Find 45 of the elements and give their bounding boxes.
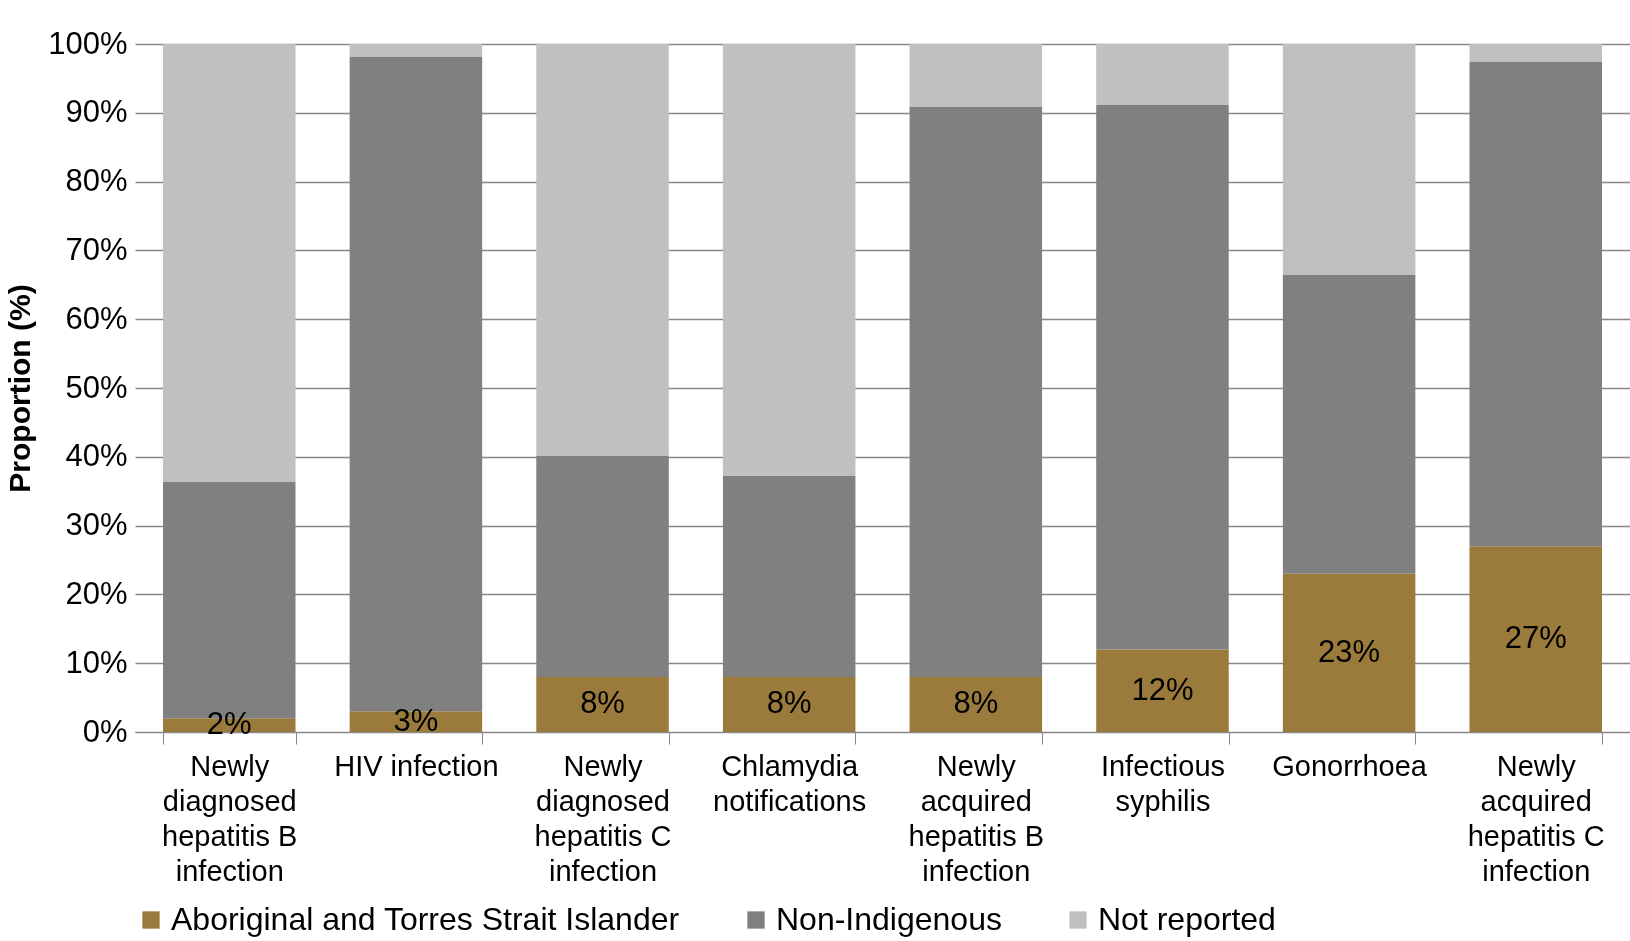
legend-label: Not reported	[1098, 901, 1276, 937]
legend-label: Aboriginal and Torres Strait Islander	[171, 901, 680, 937]
bar	[1282, 573, 1416, 732]
data-label: 12%	[1131, 671, 1194, 707]
y-tick-label: 60%	[65, 300, 128, 336]
data-label: 8%	[953, 685, 999, 721]
bar	[909, 44, 1043, 107]
x-tick-label: Newly acquired hepatitis B infection	[908, 749, 1045, 887]
y-axis-title: Proportion (%)	[3, 284, 37, 493]
data-label: 27%	[1504, 620, 1567, 656]
x-tick-label: Gonorrhoea	[1272, 749, 1428, 782]
bar	[163, 44, 296, 482]
y-tick-label: 100%	[48, 25, 128, 61]
x-tick-label: Newly acquired hepatitis C infection	[1467, 749, 1605, 887]
x-tick-label: Newly diagnosed hepatitis C infection	[534, 749, 672, 887]
y-tick-label: 50%	[65, 369, 128, 405]
bar	[536, 44, 669, 456]
bar	[536, 676, 669, 732]
x-tick-label: Chlamydia notifications	[713, 749, 867, 817]
x-tick-label: Newly diagnosed hepatitis B infection	[162, 749, 298, 887]
data-label: 23%	[1318, 633, 1381, 669]
data-label: 8%	[766, 685, 812, 721]
bar	[722, 44, 856, 477]
x-tick-label: Infectious syphilis	[1100, 749, 1226, 817]
y-tick-label: 30%	[65, 507, 128, 543]
y-tick-label: 90%	[65, 94, 128, 130]
legend-label: Non-Indigenous	[776, 901, 1002, 937]
x-tick-label: HIV infection	[334, 749, 499, 782]
bar	[722, 676, 856, 732]
y-tick-label: 20%	[65, 575, 128, 611]
y-tick-label: 70%	[65, 231, 128, 267]
data-label: 3%	[393, 702, 439, 738]
data-label: 2%	[206, 706, 252, 742]
y-tick-label: 80%	[65, 163, 128, 199]
y-tick-label: 40%	[65, 438, 128, 474]
bar	[1096, 649, 1229, 732]
bar	[1469, 44, 1602, 62]
y-tick-label: 10%	[65, 644, 128, 680]
bar	[1282, 44, 1416, 275]
data-label: 8%	[580, 685, 625, 721]
bar	[1469, 546, 1602, 732]
y-tick-label: 0%	[82, 713, 128, 749]
bar	[349, 44, 483, 57]
bar	[1096, 44, 1229, 105]
bar	[909, 676, 1043, 732]
